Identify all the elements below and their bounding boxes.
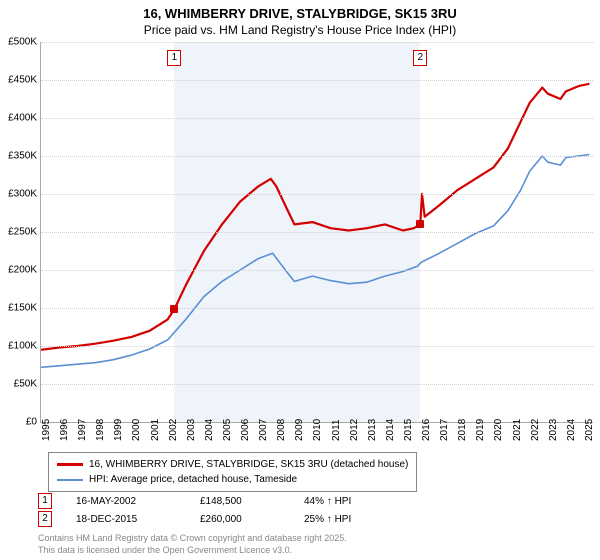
y-tick-label: £350K: [1, 151, 37, 162]
price-point-marker: [170, 305, 178, 313]
x-tick-label: 2023: [548, 419, 559, 441]
legend-label: HPI: Average price, detached house, Tame…: [89, 472, 297, 487]
event-marker-box: 1: [167, 50, 181, 66]
x-tick-label: 2012: [349, 419, 360, 441]
legend-item: HPI: Average price, detached house, Tame…: [57, 472, 408, 487]
event-delta: 25% ↑ HPI: [304, 514, 351, 525]
y-tick-label: £150K: [1, 303, 37, 314]
x-tick-label: 2013: [367, 419, 378, 441]
price-point-marker: [416, 220, 424, 228]
legend: 16, WHIMBERRY DRIVE, STALYBRIDGE, SK15 3…: [48, 452, 417, 492]
x-tick-label: 2006: [240, 419, 251, 441]
x-tick-label: 2007: [258, 419, 269, 441]
chart-title: 16, WHIMBERRY DRIVE, STALYBRIDGE, SK15 3…: [0, 0, 600, 21]
legend-swatch: [57, 463, 83, 466]
x-tick-label: 2002: [168, 419, 179, 441]
footnote: Contains HM Land Registry data © Crown c…: [38, 532, 347, 556]
y-tick-label: £500K: [1, 37, 37, 48]
x-tick-label: 1995: [41, 419, 52, 441]
x-tick-label: 1997: [77, 419, 88, 441]
y-tick-label: £250K: [1, 227, 37, 238]
x-tick-label: 2010: [312, 419, 323, 441]
x-tick-label: 2018: [457, 419, 468, 441]
x-tick-label: 2008: [276, 419, 287, 441]
event-date: 16-MAY-2002: [76, 496, 176, 507]
x-tick-label: 2025: [584, 419, 595, 441]
event-delta: 44% ↑ HPI: [304, 496, 351, 507]
x-tick-label: 2017: [439, 419, 450, 441]
x-tick-label: 2003: [186, 419, 197, 441]
x-tick-label: 2004: [204, 419, 215, 441]
legend-swatch: [57, 479, 83, 481]
x-tick-label: 2024: [566, 419, 577, 441]
event-price: £260,000: [200, 514, 280, 525]
x-tick-label: 2016: [421, 419, 432, 441]
y-tick-label: £200K: [1, 265, 37, 276]
series-hpi: [41, 155, 589, 368]
series-property: [41, 84, 589, 350]
x-tick-label: 2009: [294, 419, 305, 441]
event-marker-icon: 2: [38, 511, 52, 527]
event-marker-icon: 1: [38, 493, 52, 509]
footnote-line: This data is licensed under the Open Gov…: [38, 544, 347, 556]
y-tick-label: £0: [1, 417, 37, 428]
y-tick-label: £300K: [1, 189, 37, 200]
x-tick-label: 2022: [530, 419, 541, 441]
x-tick-label: 1999: [113, 419, 124, 441]
x-tick-label: 2011: [331, 419, 342, 441]
chart-container: 16, WHIMBERRY DRIVE, STALYBRIDGE, SK15 3…: [0, 0, 600, 560]
event-marker-box: 2: [413, 50, 427, 66]
chart-subtitle: Price paid vs. HM Land Registry's House …: [0, 21, 600, 37]
x-tick-label: 2014: [385, 419, 396, 441]
y-tick-label: £400K: [1, 113, 37, 124]
event-price: £148,500: [200, 496, 280, 507]
x-tick-label: 2000: [131, 419, 142, 441]
x-tick-label: 2021: [512, 419, 523, 441]
table-row: 2 18-DEC-2015 £260,000 25% ↑ HPI: [38, 510, 351, 528]
x-tick-label: 2015: [403, 419, 414, 441]
x-tick-label: 2001: [150, 419, 161, 441]
table-row: 1 16-MAY-2002 £148,500 44% ↑ HPI: [38, 492, 351, 510]
events-table: 1 16-MAY-2002 £148,500 44% ↑ HPI 2 18-DE…: [38, 492, 351, 528]
plot-area: £0£50K£100K£150K£200K£250K£300K£350K£400…: [40, 42, 593, 423]
x-tick-label: 1996: [59, 419, 70, 441]
event-date: 18-DEC-2015: [76, 514, 176, 525]
x-tick-label: 2020: [493, 419, 504, 441]
legend-label: 16, WHIMBERRY DRIVE, STALYBRIDGE, SK15 3…: [89, 457, 408, 472]
footnote-line: Contains HM Land Registry data © Crown c…: [38, 532, 347, 544]
x-tick-label: 2019: [475, 419, 486, 441]
x-tick-label: 1998: [95, 419, 106, 441]
y-tick-label: £100K: [1, 341, 37, 352]
y-tick-label: £450K: [1, 75, 37, 86]
x-tick-label: 2005: [222, 419, 233, 441]
y-tick-label: £50K: [1, 379, 37, 390]
legend-item: 16, WHIMBERRY DRIVE, STALYBRIDGE, SK15 3…: [57, 457, 408, 472]
